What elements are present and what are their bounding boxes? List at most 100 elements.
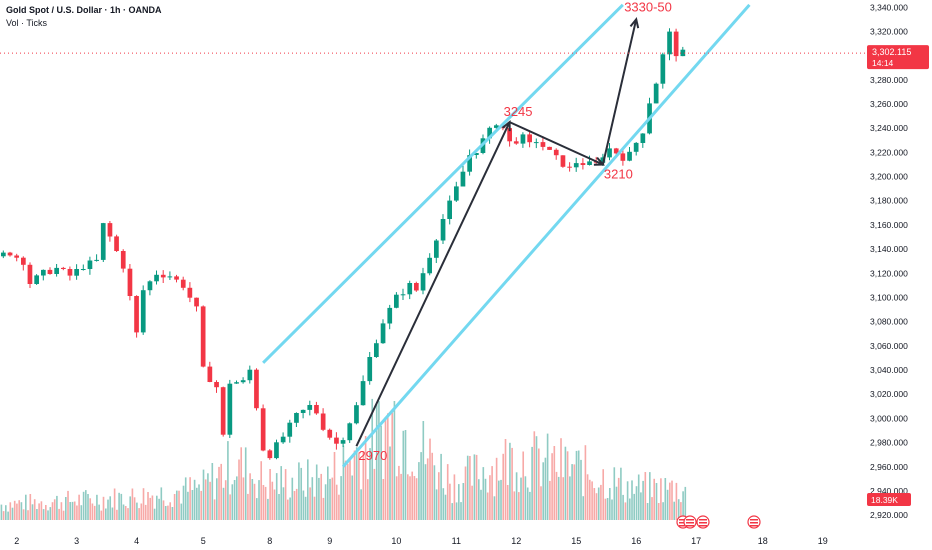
volume-bar — [129, 496, 132, 520]
volume-bar — [600, 484, 602, 520]
volume-bar — [660, 478, 662, 520]
price-tick-label: 2,960.000 — [870, 462, 908, 472]
volume-bar — [182, 485, 185, 520]
event-flag-icon[interactable] — [696, 515, 710, 529]
volume-bar — [355, 447, 358, 520]
volume-bar — [162, 500, 165, 520]
candle-body — [340, 440, 346, 444]
volume-bar — [156, 495, 158, 520]
candle-body — [127, 268, 133, 296]
volume-bar — [253, 483, 256, 520]
volume-bar — [0, 504, 3, 520]
price-tick-label: 3,020.000 — [870, 389, 908, 399]
volume-bar — [100, 510, 103, 520]
volume-bar — [96, 494, 98, 520]
candle-body — [367, 357, 373, 382]
time-tick-label: 12 — [511, 536, 521, 546]
volume-bar — [360, 489, 362, 520]
volume-bar — [464, 466, 467, 520]
volume-bar — [518, 492, 520, 520]
candle-body — [407, 283, 413, 295]
volume-bar — [573, 464, 576, 520]
volume-bar — [440, 453, 442, 520]
volume-bar — [260, 461, 263, 520]
time-tick-label: 16 — [631, 536, 641, 546]
volume-bar — [164, 506, 167, 520]
volume-bar — [60, 502, 63, 520]
candle-body — [67, 269, 73, 276]
time-tick-label: 2 — [14, 536, 19, 546]
volume-bar — [478, 479, 480, 520]
volume-bar — [677, 499, 680, 520]
volume-bar — [73, 501, 76, 520]
volume-bar — [124, 506, 127, 520]
volume-bar — [531, 446, 533, 520]
candle-body — [327, 429, 333, 438]
volume-bar — [577, 450, 580, 520]
volume-bar — [582, 496, 585, 520]
volume-bar — [22, 509, 25, 520]
price-tick-label: 3,100.000 — [870, 293, 908, 303]
volume-bar — [58, 508, 60, 520]
volume-bar — [311, 477, 314, 520]
volume-bar — [287, 499, 289, 520]
volume-bar — [25, 494, 27, 520]
volume-bar — [191, 490, 194, 520]
volume-bar — [80, 505, 83, 520]
price-tick-label: 2,920.000 — [870, 510, 908, 520]
volume-bar — [546, 433, 549, 520]
volume-bar — [398, 465, 400, 520]
volume-bar — [553, 446, 556, 520]
volume-bar — [320, 473, 323, 520]
volume-indicator-label[interactable]: Vol · Ticks — [6, 18, 48, 28]
volume-bar — [653, 478, 656, 520]
event-flag-icon[interactable] — [683, 515, 697, 529]
candle-body — [440, 219, 446, 241]
candle-body — [660, 54, 666, 84]
volume-bar — [429, 438, 431, 520]
volume-bar — [280, 466, 283, 520]
volume-bar — [433, 465, 436, 520]
volume-bar — [20, 502, 23, 520]
volume-bar — [176, 490, 178, 520]
last-price-badge — [867, 45, 929, 70]
price-tick-label: 3,340.000 — [870, 2, 908, 12]
volume-bar — [169, 502, 172, 520]
volume-bar — [193, 479, 196, 520]
candle-body — [80, 269, 86, 270]
time-tick-label: 9 — [327, 536, 332, 546]
volume-bar — [631, 480, 633, 520]
symbol-title[interactable]: Gold Spot / U.S. Dollar · 1h · OANDA — [6, 5, 162, 15]
volume-bar — [11, 507, 14, 520]
volume-bar — [38, 503, 40, 520]
volume-bar — [451, 503, 454, 520]
volume-bar — [504, 439, 507, 520]
event-flag-icon[interactable] — [747, 515, 761, 529]
volume-bar — [313, 496, 316, 520]
price-tick-label: 2,940.000 — [870, 486, 908, 496]
volume-bar — [231, 484, 234, 520]
volume-bar — [211, 463, 214, 520]
volume-bar — [462, 483, 465, 520]
candle-body — [54, 267, 59, 274]
volume-bar — [542, 462, 545, 520]
candle-body — [187, 287, 193, 298]
volume-bar — [5, 505, 7, 520]
price-tick-label: 2,980.000 — [870, 438, 908, 448]
flag-stripe — [679, 519, 687, 521]
candle-body — [513, 141, 519, 144]
volume-bar — [555, 471, 558, 520]
volume-bar — [127, 508, 129, 520]
volume-bar — [335, 484, 338, 520]
annotation-label: 3330-50 — [624, 0, 672, 14]
candle-body — [467, 155, 472, 172]
volume-bar — [613, 467, 616, 520]
volume-bar — [589, 479, 591, 520]
candle-body — [673, 31, 679, 57]
volume-bar — [604, 498, 607, 520]
volume-bar — [615, 486, 618, 520]
candle-body — [234, 382, 239, 384]
volume-bar — [469, 456, 471, 520]
volume-bar — [333, 452, 336, 520]
